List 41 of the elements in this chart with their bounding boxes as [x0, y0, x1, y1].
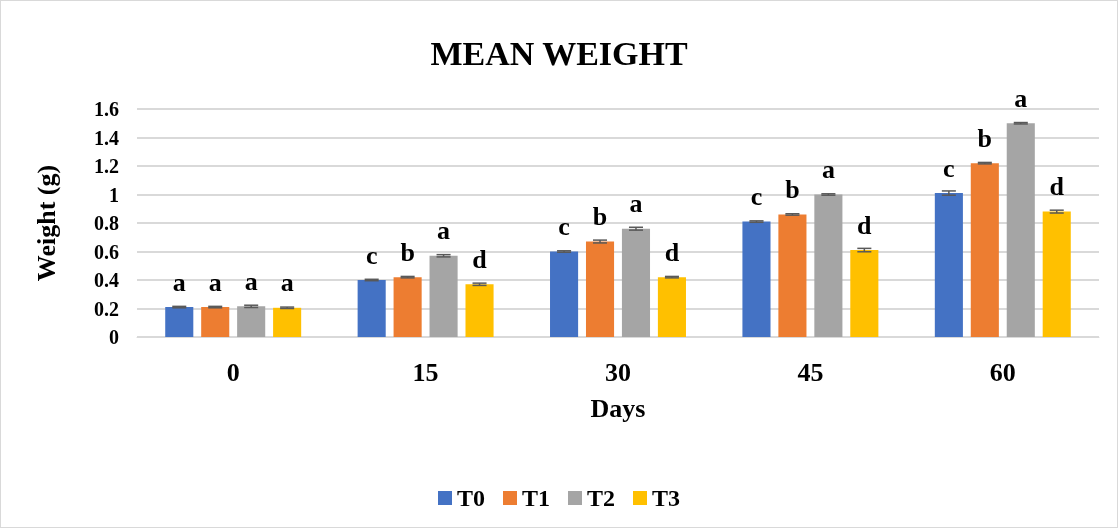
y-tick-label: 1: [109, 183, 119, 206]
data-label: b: [785, 174, 800, 204]
x-tick-label: 45: [797, 357, 824, 387]
data-label: b: [977, 123, 993, 153]
x-tick-label: 15: [412, 357, 439, 387]
x-tick-label: 0: [226, 357, 240, 387]
data-label: c: [943, 153, 955, 183]
data-label: a: [280, 268, 294, 298]
x-tick-label: 30: [605, 357, 631, 387]
data-label: d: [472, 244, 488, 274]
legend-label: T0: [456, 485, 485, 511]
y-tick-label: 0.2: [94, 297, 119, 320]
data-label: a: [437, 216, 451, 246]
y-axis-title: Weight (g): [31, 164, 61, 282]
data-label: c: [750, 182, 763, 212]
data-label: d: [857, 210, 873, 240]
y-tick-label: 1.4: [94, 126, 119, 149]
data-label: a: [629, 189, 643, 219]
y-tick-label: 1.6: [94, 98, 119, 120]
data-label: d: [1049, 172, 1065, 202]
x-axis-title: Days: [590, 393, 646, 423]
data-label: c: [365, 240, 378, 270]
data-label: b: [400, 237, 415, 267]
data-label: a: [244, 266, 258, 296]
data-label: a: [208, 267, 222, 297]
legend-label: T3: [652, 485, 681, 511]
y-tick-label: 0: [109, 326, 119, 348]
y-tick-label: 0.6: [94, 240, 119, 263]
y-tick-label: 0.4: [94, 269, 119, 291]
data-label: c: [558, 212, 570, 241]
y-tick-label: 0.8: [94, 212, 119, 234]
data-label: d: [664, 237, 680, 267]
x-tick-label: 60: [989, 357, 1016, 387]
y-tick-label: 1.2: [94, 155, 119, 177]
data-label: b: [592, 202, 608, 232]
legend-label: T2: [587, 485, 616, 511]
legend-label: T1: [521, 485, 551, 511]
data-label: a: [1014, 83, 1028, 113]
data-label: a: [821, 155, 835, 184]
data-label: a: [172, 267, 186, 297]
chart-title: MEAN WEIGHT: [430, 34, 688, 72]
